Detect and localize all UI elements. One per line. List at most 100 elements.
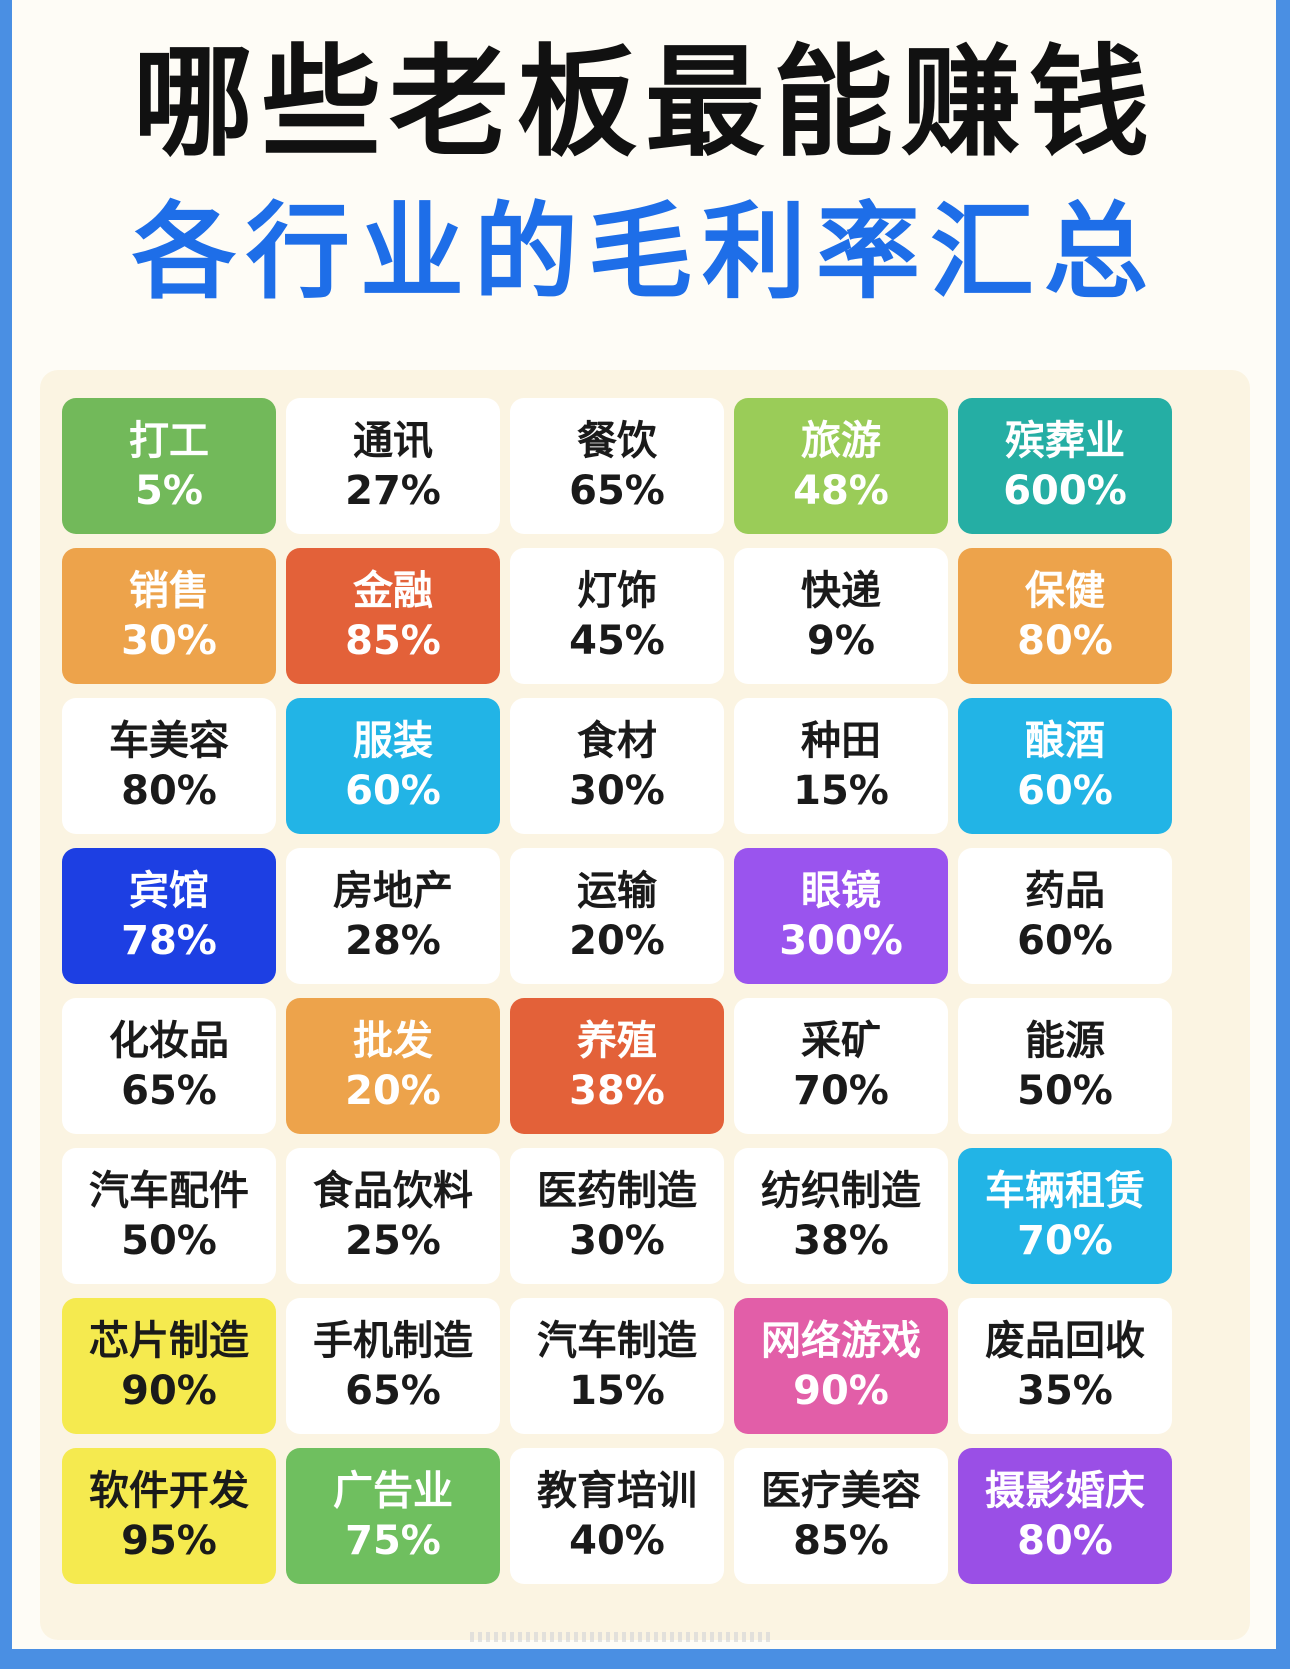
industry-cell: 软件开发 95% xyxy=(62,1448,276,1584)
gross-margin-value: 27% xyxy=(345,468,441,514)
industry-name: 汽车配件 xyxy=(89,1168,249,1214)
gross-margin-value: 65% xyxy=(345,1368,441,1414)
industry-cell: 种田 15% xyxy=(734,698,948,834)
industry-name: 旅游 xyxy=(801,418,881,464)
industry-name: 殡葬业 xyxy=(1005,418,1125,464)
gross-margin-value: 95% xyxy=(121,1518,217,1564)
gross-margin-value: 80% xyxy=(1017,618,1113,664)
gross-margin-value: 75% xyxy=(345,1518,441,1564)
industry-cell: 教育培训 40% xyxy=(510,1448,724,1584)
industry-cell: 广告业 75% xyxy=(286,1448,500,1584)
industry-cell: 酿酒 60% xyxy=(958,698,1172,834)
industry-cell: 车美容 80% xyxy=(62,698,276,834)
industry-cell: 旅游 48% xyxy=(734,398,948,534)
gross-margin-value: 80% xyxy=(121,768,217,814)
industry-name: 餐饮 xyxy=(577,418,657,464)
gross-margin-value: 30% xyxy=(121,618,217,664)
gross-margin-value: 600% xyxy=(1003,468,1127,514)
industry-cell: 快递 9% xyxy=(734,548,948,684)
industry-name: 纺织制造 xyxy=(761,1168,921,1214)
industry-cell: 废品回收 35% xyxy=(958,1298,1172,1434)
industry-name: 打工 xyxy=(129,418,209,464)
industry-cell: 网络游戏 90% xyxy=(734,1298,948,1434)
gross-margin-value: 35% xyxy=(1017,1368,1113,1414)
industry-name: 通讯 xyxy=(353,418,433,464)
gross-margin-value: 20% xyxy=(569,918,665,964)
industry-name: 车辆租赁 xyxy=(985,1168,1145,1214)
industry-cell: 餐饮 65% xyxy=(510,398,724,534)
industry-cell: 保健 80% xyxy=(958,548,1172,684)
industry-name: 化妆品 xyxy=(109,1018,229,1064)
gross-margin-value: 90% xyxy=(793,1368,889,1414)
industry-name: 食品饮料 xyxy=(313,1168,473,1214)
poster-subtitle: 各行业的毛利率汇总 xyxy=(131,191,1158,313)
gross-margin-value: 9% xyxy=(807,618,875,664)
poster-title: 哪些老板最能赚钱 xyxy=(133,34,1157,173)
industry-cell: 能源 50% xyxy=(958,998,1172,1134)
gross-margin-value: 90% xyxy=(121,1368,217,1414)
gross-margin-value: 20% xyxy=(345,1068,441,1114)
industry-name: 食材 xyxy=(577,718,657,764)
industry-cell: 金融 85% xyxy=(286,548,500,684)
industry-name: 房地产 xyxy=(333,868,453,914)
industry-cell: 药品 60% xyxy=(958,848,1172,984)
gross-margin-value: 48% xyxy=(793,468,889,514)
industry-cell: 汽车制造 15% xyxy=(510,1298,724,1434)
industry-cell: 通讯 27% xyxy=(286,398,500,534)
industry-name: 能源 xyxy=(1025,1018,1105,1064)
gross-margin-value: 60% xyxy=(1017,768,1113,814)
industry-name: 种田 xyxy=(801,718,881,764)
industry-cell: 芯片制造 90% xyxy=(62,1298,276,1434)
industry-name: 宾馆 xyxy=(129,868,209,914)
gross-margin-value: 70% xyxy=(793,1068,889,1114)
industry-name: 眼镜 xyxy=(801,868,881,914)
gross-margin-value: 85% xyxy=(793,1518,889,1564)
industry-cell: 批发 20% xyxy=(286,998,500,1134)
industry-name: 采矿 xyxy=(801,1018,881,1064)
gross-margin-value: 60% xyxy=(1017,918,1113,964)
industry-name: 灯饰 xyxy=(577,568,657,614)
industry-name: 批发 xyxy=(353,1018,433,1064)
industry-name: 运输 xyxy=(577,868,657,914)
gross-margin-value: 15% xyxy=(569,1368,665,1414)
industry-name: 软件开发 xyxy=(89,1468,249,1514)
gross-margin-value: 5% xyxy=(135,468,203,514)
industry-cell: 眼镜 300% xyxy=(734,848,948,984)
gross-margin-value: 85% xyxy=(345,618,441,664)
industry-name: 养殖 xyxy=(577,1018,657,1064)
industry-cell: 车辆租赁 70% xyxy=(958,1148,1172,1284)
industry-cell: 手机制造 65% xyxy=(286,1298,500,1434)
industry-cell: 灯饰 45% xyxy=(510,548,724,684)
industry-cell: 殡葬业 600% xyxy=(958,398,1172,534)
industry-cell: 宾馆 78% xyxy=(62,848,276,984)
industry-cell: 纺织制造 38% xyxy=(734,1148,948,1284)
gross-margin-value: 30% xyxy=(569,1218,665,1264)
industry-name: 医疗美容 xyxy=(761,1468,921,1514)
gross-margin-value: 50% xyxy=(1017,1068,1113,1114)
industry-name: 废品回收 xyxy=(985,1318,1145,1364)
gross-margin-value: 38% xyxy=(569,1068,665,1114)
industry-cell: 销售 30% xyxy=(62,548,276,684)
industry-cell: 采矿 70% xyxy=(734,998,948,1134)
industry-name: 服装 xyxy=(353,718,433,764)
industry-cell: 食品饮料 25% xyxy=(286,1148,500,1284)
industry-name: 销售 xyxy=(129,568,209,614)
industry-name: 芯片制造 xyxy=(89,1318,249,1364)
gross-margin-value: 80% xyxy=(1017,1518,1113,1564)
industry-cell: 汽车配件 50% xyxy=(62,1148,276,1284)
gross-margin-value: 300% xyxy=(779,918,903,964)
industry-cell: 养殖 38% xyxy=(510,998,724,1134)
industry-cell: 化妆品 65% xyxy=(62,998,276,1134)
industry-name: 摄影婚庆 xyxy=(985,1468,1145,1514)
industry-cell: 房地产 28% xyxy=(286,848,500,984)
industry-name: 保健 xyxy=(1025,568,1105,614)
gross-margin-value: 65% xyxy=(121,1068,217,1114)
industry-grid: 打工 5% 通讯 27% 餐饮 65% 旅游 48% 殡葬业 600% 销售 30% 金融 85% 灯饰 45… xyxy=(62,398,1232,1584)
industry-name: 广告业 xyxy=(333,1468,453,1514)
gross-margin-value: 38% xyxy=(793,1218,889,1264)
industry-name: 快递 xyxy=(801,568,881,614)
gross-margin-value: 25% xyxy=(345,1218,441,1264)
gross-margin-value: 30% xyxy=(569,768,665,814)
industry-name: 医药制造 xyxy=(537,1168,697,1214)
industry-name: 酿酒 xyxy=(1025,718,1105,764)
